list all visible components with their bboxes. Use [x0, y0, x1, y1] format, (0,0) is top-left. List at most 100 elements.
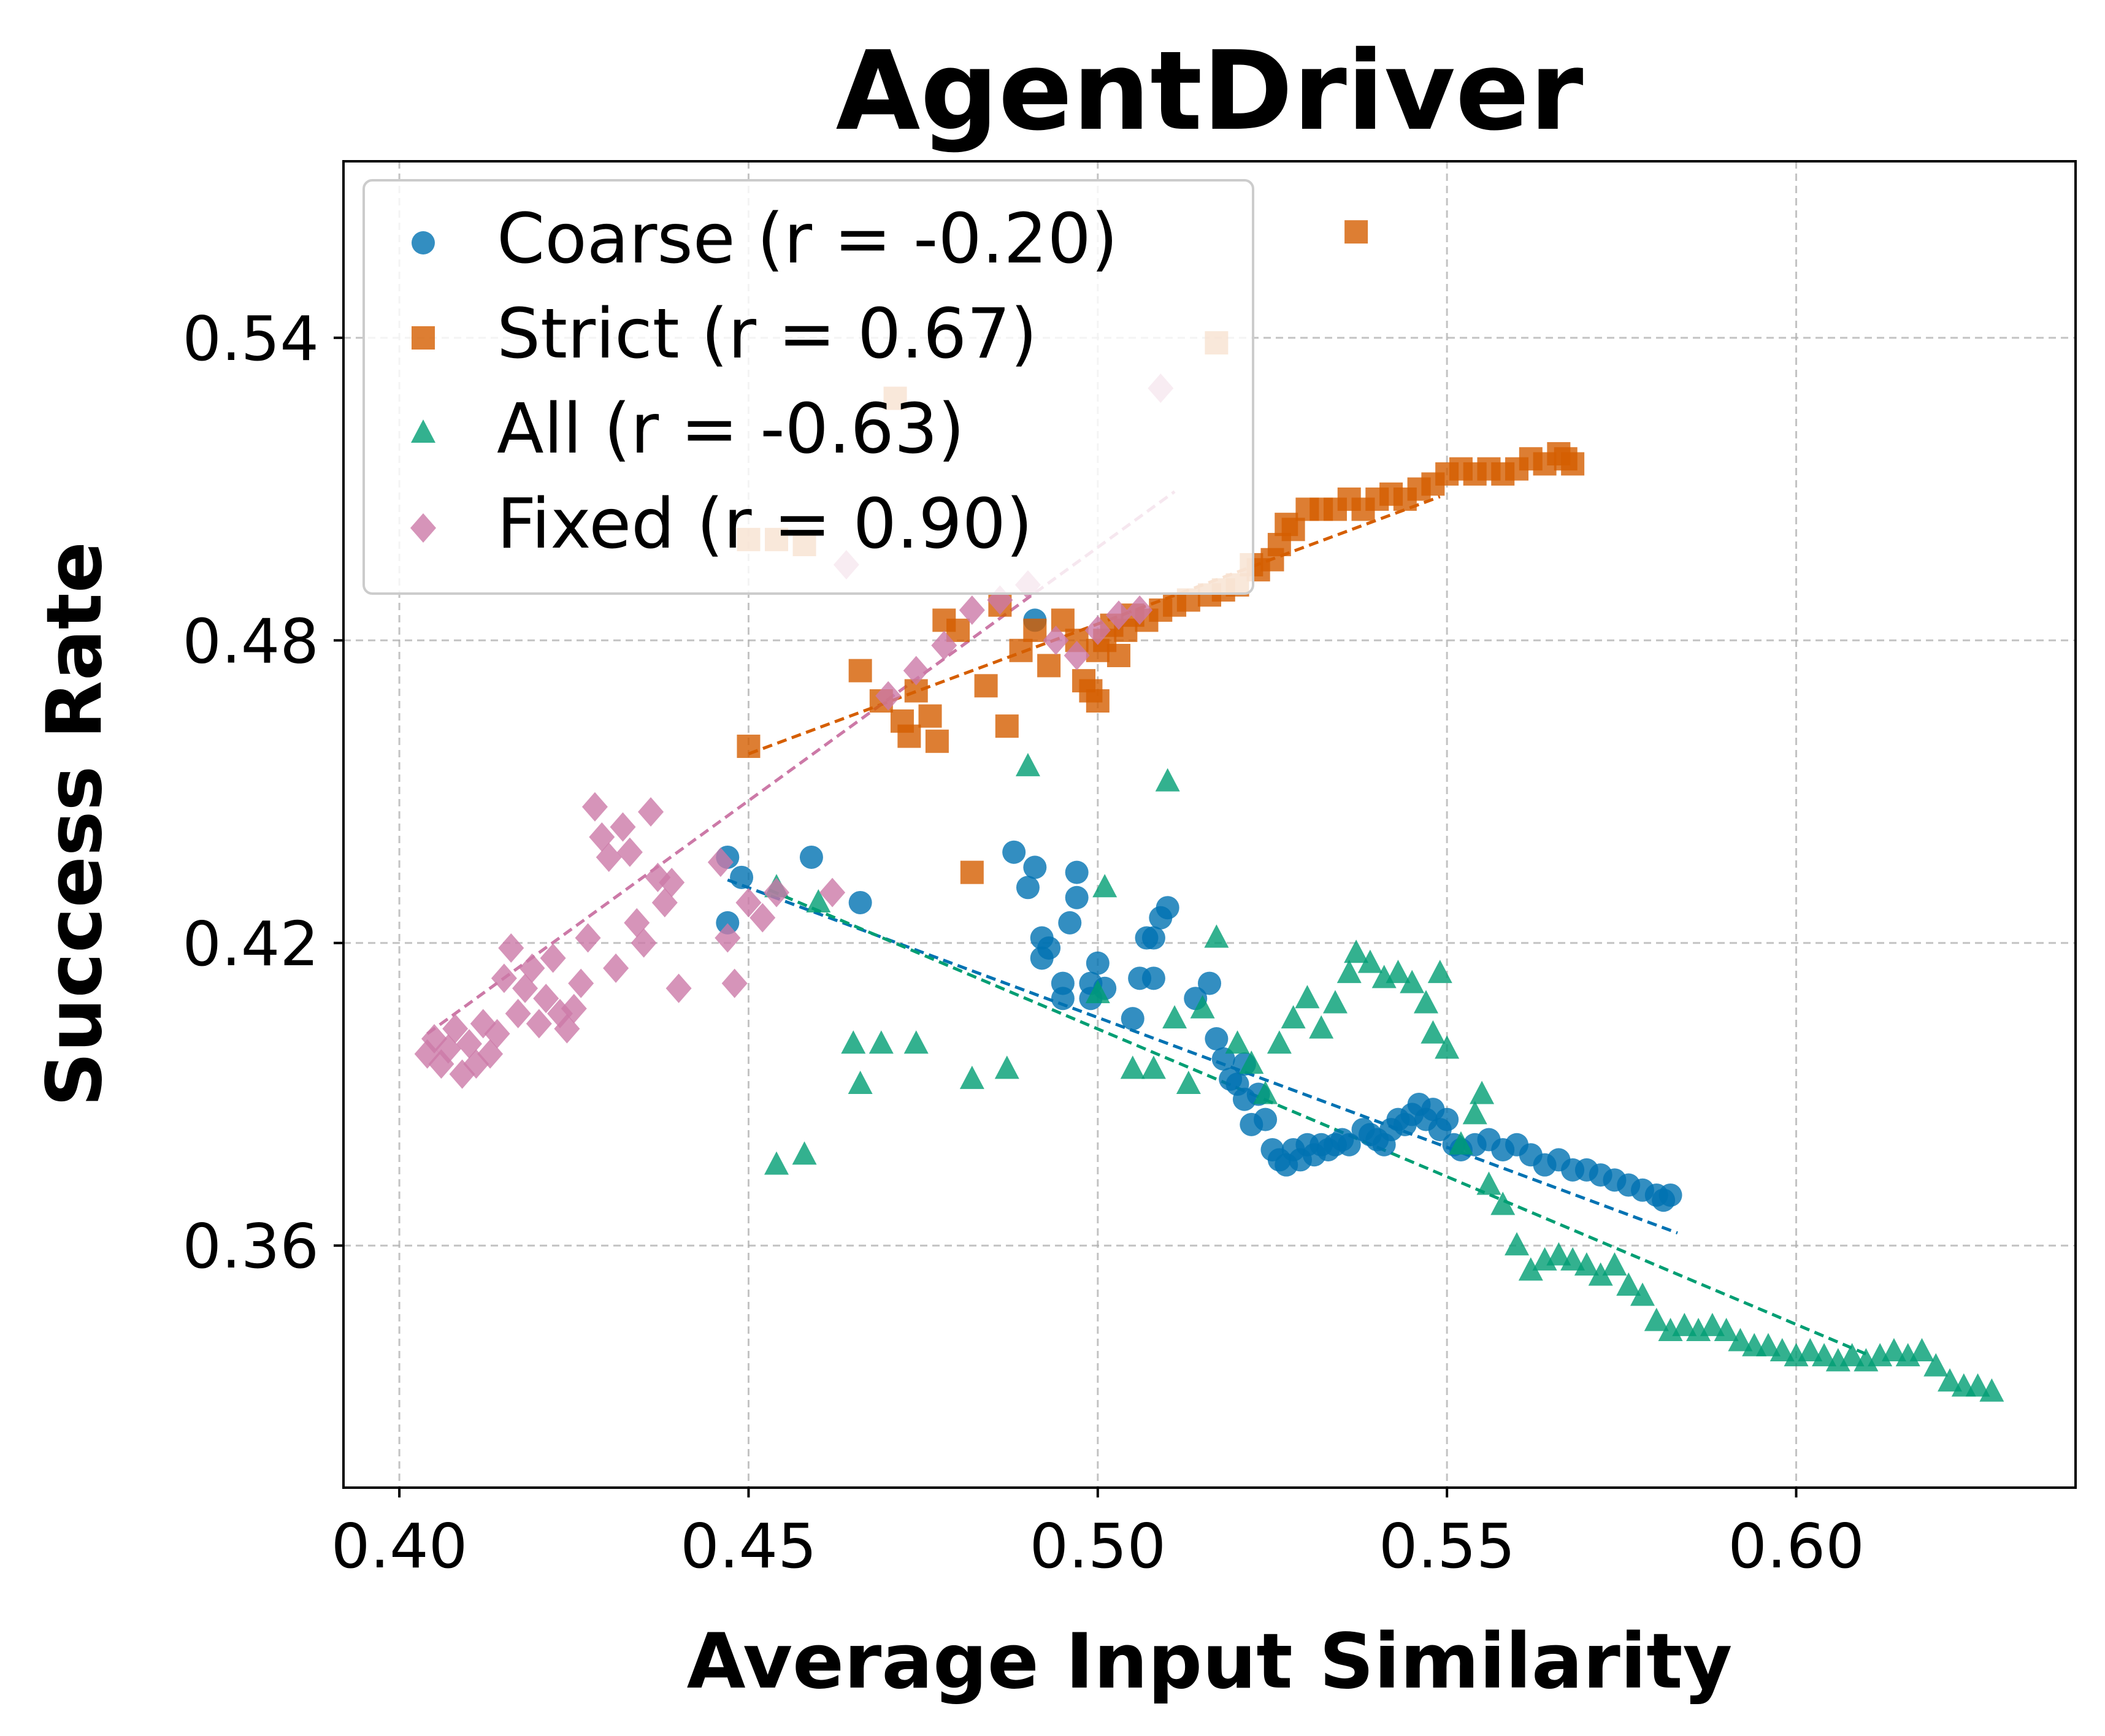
- chart-title: AgentDriver: [836, 28, 1584, 155]
- coarse-point: [1658, 1183, 1682, 1207]
- all-point: [994, 1055, 1019, 1079]
- all-point: [1546, 1242, 1571, 1266]
- all-point: [1239, 1050, 1264, 1074]
- x-axis-label: Average Input Similarity: [687, 1618, 1733, 1706]
- x-tick-label: 0.40: [331, 1510, 468, 1582]
- coarse-point: [1065, 885, 1089, 909]
- coarse-point: [1051, 971, 1075, 995]
- fixed-point: [540, 943, 566, 973]
- all-point: [1770, 1337, 1795, 1361]
- all-point: [1120, 1055, 1145, 1079]
- all-point: [1881, 1337, 1906, 1361]
- strict-point: [737, 735, 761, 759]
- fixed-point: [750, 903, 776, 933]
- all-point: [868, 1030, 894, 1054]
- fixed-point: [819, 878, 846, 908]
- all-point: [1176, 1071, 1201, 1095]
- legend-label-strict: Strict (r = 0.67): [497, 294, 1037, 374]
- fixed-point: [875, 681, 902, 711]
- all-point: [1309, 1015, 1334, 1039]
- strict-point: [918, 704, 942, 728]
- coarse-point: [1016, 876, 1040, 900]
- legend-marker-coarse: [412, 231, 435, 254]
- all-point: [1560, 1247, 1585, 1271]
- all-point: [959, 1065, 984, 1089]
- coarse-point: [1337, 1133, 1361, 1157]
- coarse-point: [730, 865, 754, 889]
- fixed-point: [1084, 615, 1111, 645]
- all-point: [1588, 1262, 1613, 1286]
- coarse-point: [1141, 966, 1165, 990]
- legend-marker-all: [411, 419, 435, 443]
- all-point: [1448, 1131, 1473, 1155]
- coarse-point: [1141, 926, 1165, 950]
- coarse-point: [1023, 855, 1047, 879]
- coarse-point: [1435, 1107, 1459, 1131]
- all-point: [1630, 1282, 1655, 1306]
- fixed-point: [903, 656, 929, 686]
- all-trend-line: [769, 889, 1867, 1356]
- legend-label-all: All (r = -0.63): [497, 389, 965, 469]
- coarse-point: [1156, 896, 1179, 920]
- all-point: [1574, 1252, 1599, 1276]
- fixed-point: [484, 1019, 510, 1049]
- all-point: [1281, 1005, 1306, 1029]
- all-point: [1344, 939, 1369, 963]
- y-axis-label: Success Rate: [31, 541, 119, 1107]
- legend-label-fixed: Fixed (r = 0.90): [497, 484, 1033, 564]
- all-point: [1162, 1005, 1187, 1029]
- plot-frame: [342, 160, 2077, 1489]
- strict-point: [1106, 643, 1130, 667]
- fixed-point: [575, 923, 601, 953]
- series-all: [764, 752, 2004, 1402]
- fixed-point: [561, 993, 587, 1023]
- fixed-point: [1043, 625, 1069, 656]
- all-point: [792, 1141, 817, 1165]
- fixed-point: [707, 847, 734, 878]
- strict-point: [925, 729, 949, 753]
- all-point: [1616, 1272, 1641, 1296]
- all-point: [1644, 1307, 1669, 1331]
- all-point: [1092, 874, 1118, 898]
- all-point: [1923, 1353, 1949, 1377]
- all-point: [1476, 1171, 1501, 1195]
- legend-frame: [362, 179, 1254, 595]
- series-fixed: [414, 373, 1174, 1089]
- fixed-point: [498, 933, 524, 963]
- all-point: [1490, 1191, 1516, 1215]
- x-tick-label: 0.45: [680, 1510, 817, 1582]
- all-point: [1714, 1318, 1739, 1342]
- fixed-point: [1064, 640, 1090, 670]
- x-tick-label: 0.55: [1379, 1510, 1516, 1582]
- fixed-point: [665, 973, 692, 1003]
- fixed-point: [1105, 600, 1132, 630]
- strict-point: [960, 860, 984, 884]
- fixed-point: [581, 792, 608, 822]
- fixed-point: [631, 928, 657, 958]
- all-point: [1015, 752, 1040, 776]
- series-coarse: [716, 608, 1682, 1212]
- y-tick-label: 0.54: [182, 303, 319, 375]
- fixed-point: [659, 868, 685, 898]
- x-tick-label: 0.50: [1029, 1510, 1166, 1582]
- fixed-point: [610, 812, 636, 842]
- fixed-point: [931, 630, 957, 660]
- all-point: [1462, 1101, 1487, 1125]
- fixed-point: [568, 968, 594, 998]
- fixed-point: [735, 887, 762, 917]
- coarse-point: [1002, 840, 1026, 864]
- legend: Coarse (r = -0.20) Strict (r = 0.67) All…: [362, 179, 1254, 595]
- y-tick-label: 0.42: [182, 908, 319, 980]
- all-point: [1267, 1030, 1292, 1054]
- all-point: [1336, 960, 1362, 984]
- fixed-point: [1127, 595, 1153, 625]
- all-point: [1357, 949, 1382, 973]
- fixed-point: [526, 1009, 552, 1039]
- strict-point: [1037, 654, 1061, 678]
- y-tick-label: 0.36: [182, 1210, 319, 1282]
- all-point: [1755, 1333, 1781, 1356]
- fixed-point: [603, 953, 629, 983]
- all-point: [1470, 1080, 1495, 1104]
- all-point: [1965, 1373, 1990, 1397]
